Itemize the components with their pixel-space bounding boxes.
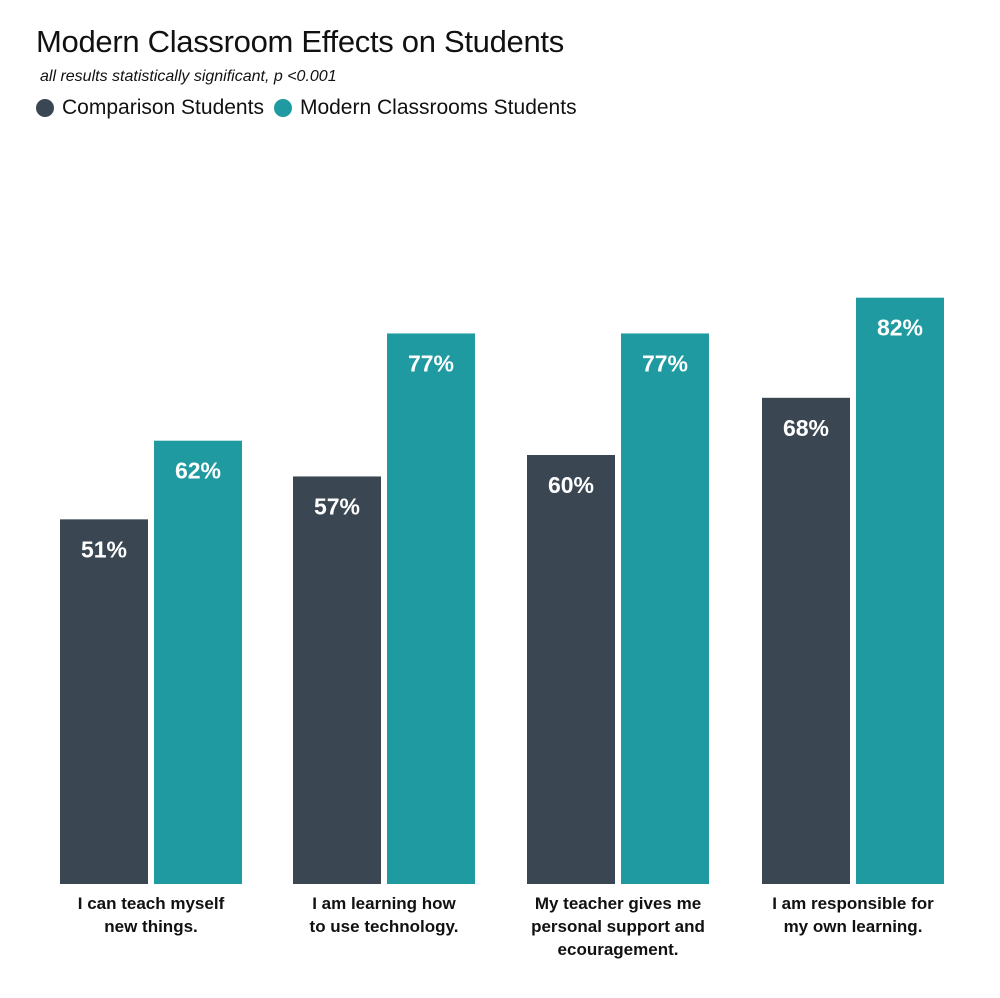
legend-item-modern: Modern Classrooms Students — [273, 96, 577, 120]
chart-title: Modern Classroom Effects on Students — [36, 24, 564, 59]
bar-comparison-2 — [293, 476, 381, 884]
category-label-3: My teacher gives me personal support and e… — [531, 894, 705, 959]
value-label-comparison-4: 68% — [783, 415, 829, 441]
value-label-comparison-1: 51% — [81, 536, 127, 562]
legend-label-comparison: Comparison Students — [62, 96, 264, 119]
value-label-comparison-3: 60% — [548, 472, 594, 498]
legend-label-modern: Modern Classrooms Students — [299, 96, 577, 119]
bar-modern-3 — [621, 333, 709, 884]
bar-comparison-4 — [762, 397, 850, 884]
bar-modern-2 — [387, 333, 475, 884]
bar-modern-4 — [856, 297, 944, 884]
chart-subtitle: all results statistically significant, p… — [40, 68, 337, 85]
legend-swatch-modern — [273, 99, 292, 117]
value-label-comparison-2: 57% — [314, 493, 360, 519]
legend-item-comparison: Comparison Students — [36, 96, 264, 120]
bar-modern-1 — [154, 440, 242, 884]
legend: Comparison Students Modern Classrooms St… — [36, 96, 587, 120]
bar-comparison-3 — [527, 455, 615, 884]
category-label-4: I am responsible for my own learning. — [772, 894, 934, 936]
value-label-modern-4: 82% — [877, 315, 923, 341]
value-label-modern-3: 77% — [642, 350, 688, 376]
value-label-modern-1: 62% — [175, 458, 221, 484]
legend-swatch-comparison — [36, 99, 54, 117]
value-label-modern-2: 77% — [408, 350, 454, 376]
bar-comparison-1 — [60, 519, 148, 884]
category-label-2: I am learning how to use technology. — [310, 894, 459, 936]
category-label-1: I can teach myself new things. — [78, 894, 225, 936]
